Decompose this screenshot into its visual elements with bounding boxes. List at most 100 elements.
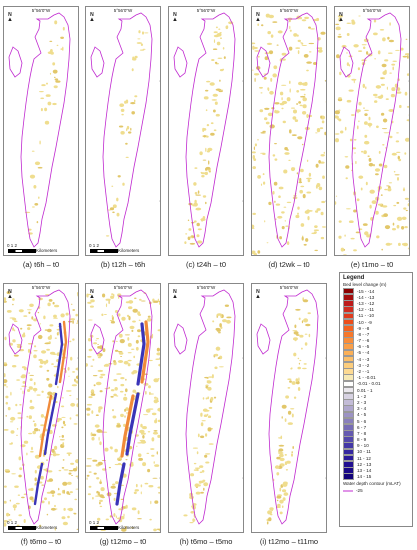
- bed-change-patch: [96, 338, 100, 340]
- bed-change-patch: [14, 329, 16, 332]
- bed-change-patch: [389, 22, 391, 26]
- bed-change-patch: [19, 404, 22, 406]
- bed-change-patch: [320, 236, 325, 240]
- bed-change-patch: [194, 483, 200, 488]
- bed-change-patch: [320, 154, 325, 157]
- bed-change-patch: [202, 216, 206, 220]
- bed-change-patch: [285, 469, 288, 471]
- bed-change-patch: [325, 101, 326, 103]
- legend-class: 6 - 7: [343, 423, 409, 431]
- scale-unit: Kilometers: [118, 248, 140, 253]
- bed-change-patch: [87, 355, 92, 358]
- bed-change-patch: [300, 95, 306, 98]
- bed-change-patch: [52, 102, 57, 106]
- bed-change-patch: [205, 433, 208, 437]
- bed-change-patch: [201, 420, 206, 422]
- bed-change-patch: [100, 487, 105, 492]
- bed-change-patch: [274, 200, 276, 203]
- bed-change-patch: [95, 339, 97, 341]
- bed-change-patch: [91, 410, 94, 414]
- bed-change-patch: [351, 169, 353, 172]
- bed-change-patch: [51, 363, 54, 365]
- bed-change-patch: [363, 107, 365, 109]
- bed-change-patch: [34, 161, 41, 166]
- bed-change-patch: [335, 115, 339, 118]
- bed-change-patch: [211, 99, 217, 101]
- contour-line-swatch: [343, 490, 353, 492]
- bed-change-patch: [276, 499, 279, 502]
- bed-change-patch: [310, 28, 315, 30]
- bed-change-patch: [364, 109, 369, 111]
- bed-change-patch: [364, 121, 368, 125]
- bed-change-patch: [110, 389, 115, 392]
- bed-change-patch: [257, 138, 259, 141]
- bed-change-patch: [99, 494, 104, 498]
- bed-change-patch: [375, 173, 379, 176]
- bed-change-patch: [9, 499, 11, 502]
- bed-change-patch: [134, 297, 137, 299]
- bed-change-patch: [206, 124, 210, 127]
- bed-change-patch: [374, 58, 376, 60]
- bed-change-patch: [159, 302, 160, 306]
- panel-caption: (h) t6mo – t5mo: [179, 537, 233, 546]
- bed-change-patch: [119, 339, 125, 344]
- bed-change-patch: [150, 500, 152, 505]
- bed-change-patch: [23, 440, 29, 444]
- bed-change-patch: [394, 174, 400, 176]
- legend-class: -4 - -3: [343, 355, 409, 363]
- bed-change-patch: [402, 55, 408, 58]
- bed-change-patch: [112, 409, 114, 412]
- bed-change-patch: [374, 100, 378, 103]
- bed-change-patch: [252, 69, 254, 71]
- bed-change-patch: [199, 471, 203, 474]
- bed-change-patch: [146, 318, 152, 322]
- latitude-label: 52°46'0"N: [159, 343, 161, 364]
- bed-change-patch: [302, 111, 307, 115]
- legend-class-label: 9 - 10: [357, 443, 369, 449]
- bed-change-patch: [219, 69, 224, 72]
- bed-change-patch: [299, 189, 303, 194]
- bed-change-patch: [192, 447, 198, 449]
- bed-change-patch: [116, 424, 121, 428]
- bed-change-patch: [406, 106, 409, 108]
- latitude-label: 52°46'0"N: [408, 66, 410, 87]
- bed-change-patch: [217, 357, 221, 360]
- bed-change-patch: [205, 453, 211, 455]
- bed-change-patch: [208, 376, 213, 378]
- bed-change-patch: [340, 130, 344, 134]
- bed-change-patch: [11, 473, 16, 475]
- bed-change-patch: [283, 492, 289, 496]
- bed-change-patch: [391, 87, 396, 92]
- bed-change-patch: [314, 225, 318, 229]
- legend-class-label: -6 - -5: [357, 344, 370, 350]
- longitude-label: 5°56'0"W: [113, 8, 133, 13]
- bed-change-patch: [214, 353, 219, 357]
- bed-change-patch: [297, 206, 300, 210]
- bed-change-patch: [204, 376, 209, 379]
- bed-change-patch: [353, 44, 359, 48]
- bed-change-patch: [201, 470, 205, 473]
- legend-class-label: -0.01 - 0.01: [357, 381, 381, 387]
- bed-change-patch: [34, 203, 39, 206]
- bed-change-patch: [44, 120, 50, 125]
- bed-change-patch: [41, 84, 46, 87]
- bed-change-patch: [389, 135, 393, 139]
- longitude-label: 5°56'0"W: [279, 8, 299, 13]
- bed-change-patch: [396, 151, 401, 153]
- bed-change-patch: [29, 303, 34, 307]
- bed-change-patch: [335, 138, 339, 143]
- bed-change-patch: [108, 300, 110, 305]
- bed-change-patch: [148, 393, 154, 395]
- bed-change-patch: [295, 47, 301, 49]
- bed-change-patch: [292, 330, 298, 332]
- bed-change-patch: [135, 483, 138, 488]
- bed-change-patch: [45, 94, 51, 97]
- bed-change-patch: [13, 320, 18, 323]
- bed-change-patch: [125, 407, 129, 411]
- bed-change-patch: [43, 315, 46, 320]
- bed-change-patch: [276, 495, 282, 499]
- bed-change-patch: [86, 403, 92, 406]
- bathymetry-map: [173, 289, 236, 525]
- latitude-label: 52°45'0"N: [325, 463, 327, 484]
- bed-change-patch: [30, 450, 34, 453]
